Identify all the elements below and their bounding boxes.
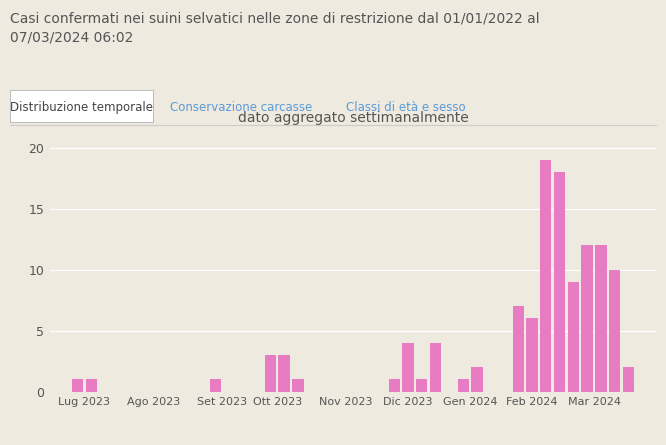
Bar bbox=[292, 380, 304, 392]
Bar bbox=[86, 380, 97, 392]
Text: Distribuzione temporale: Distribuzione temporale bbox=[10, 101, 153, 114]
Bar bbox=[540, 160, 551, 392]
Text: Conservazione carcasse: Conservazione carcasse bbox=[170, 101, 312, 114]
Bar bbox=[567, 282, 579, 392]
Bar bbox=[554, 172, 565, 392]
Bar bbox=[210, 380, 221, 392]
Text: Casi confermati nei suini selvatici nelle zone di restrizione dal 01/01/2022 al
: Casi confermati nei suini selvatici nell… bbox=[10, 11, 539, 45]
Bar bbox=[416, 380, 428, 392]
Bar bbox=[581, 245, 593, 392]
Bar bbox=[458, 380, 469, 392]
Bar bbox=[595, 245, 607, 392]
Text: Classi di età e sesso: Classi di età e sesso bbox=[346, 101, 466, 114]
Bar bbox=[389, 380, 400, 392]
Title: dato aggregato settimanalmente: dato aggregato settimanalmente bbox=[238, 111, 468, 125]
Bar bbox=[513, 306, 524, 392]
Bar bbox=[609, 270, 620, 392]
Bar bbox=[402, 343, 414, 392]
Bar bbox=[278, 355, 290, 392]
Bar bbox=[264, 355, 276, 392]
Bar bbox=[526, 319, 537, 392]
Bar bbox=[430, 343, 442, 392]
Bar bbox=[623, 367, 634, 392]
Bar bbox=[72, 380, 83, 392]
Bar bbox=[472, 367, 483, 392]
